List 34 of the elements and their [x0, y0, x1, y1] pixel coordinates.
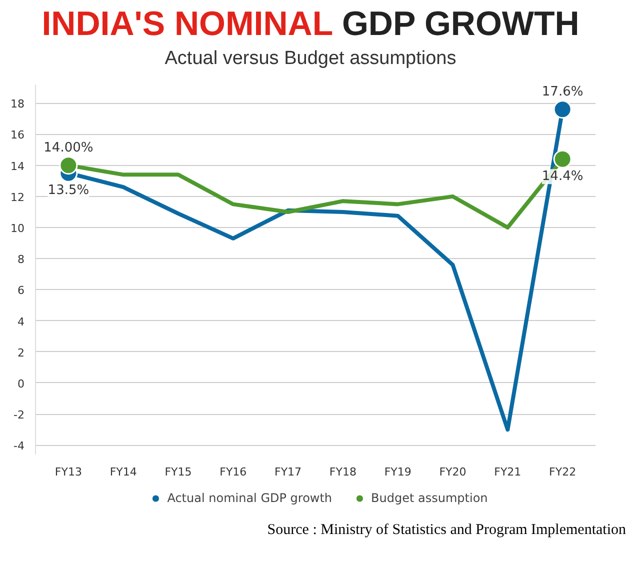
x-tick-label: FY13	[54, 466, 82, 478]
point	[553, 150, 572, 168]
data-label: 13.5%	[48, 183, 90, 198]
data-label: 17.6%	[542, 84, 584, 100]
y-tick-label: 6	[18, 284, 24, 298]
chart-subtitle: Actual versus Budget assumptions	[164, 47, 458, 71]
y-tick-label: 0	[18, 377, 24, 390]
y-tick-label: 8	[18, 253, 24, 266]
x-tick-label: FY15	[164, 466, 192, 478]
x-tick-label: FY14	[110, 466, 137, 478]
y-tick-label: 4	[18, 315, 24, 328]
y-tick-label: 2	[18, 346, 24, 360]
y-tick-label: 10	[10, 222, 25, 236]
x-tick-label: FY18	[329, 466, 356, 478]
x-tick-label: FY17	[274, 466, 302, 478]
y-tick-label: 14	[10, 160, 25, 173]
x-tick-label: FY21	[494, 466, 522, 478]
source-note: Source : Ministry of Statistics and Program Implementation	[266, 521, 626, 540]
chart-title: INDIA'S NOMINAL GDP GROWTH	[42, 5, 580, 43]
x-tick-label: FY19	[384, 466, 412, 478]
data-label: 14.00%	[44, 140, 94, 156]
y-tick-label: -2	[14, 408, 24, 422]
y-tick-label: 12	[10, 190, 25, 204]
x-tick-label: FY20	[439, 466, 466, 478]
x-tick-label: FY16	[220, 466, 247, 478]
y-tick-label: -4	[14, 440, 24, 453]
data-label: 14.4%	[542, 169, 584, 184]
y-tick-label: 16	[10, 128, 25, 142]
y-tick-label: 18	[10, 98, 25, 111]
point	[59, 156, 78, 175]
legend-label: Actual nominal GDP growth	[167, 491, 332, 505]
x-tick-label: FY22	[549, 466, 576, 478]
legend-label: Budget assumption	[371, 491, 488, 505]
point	[553, 100, 572, 119]
